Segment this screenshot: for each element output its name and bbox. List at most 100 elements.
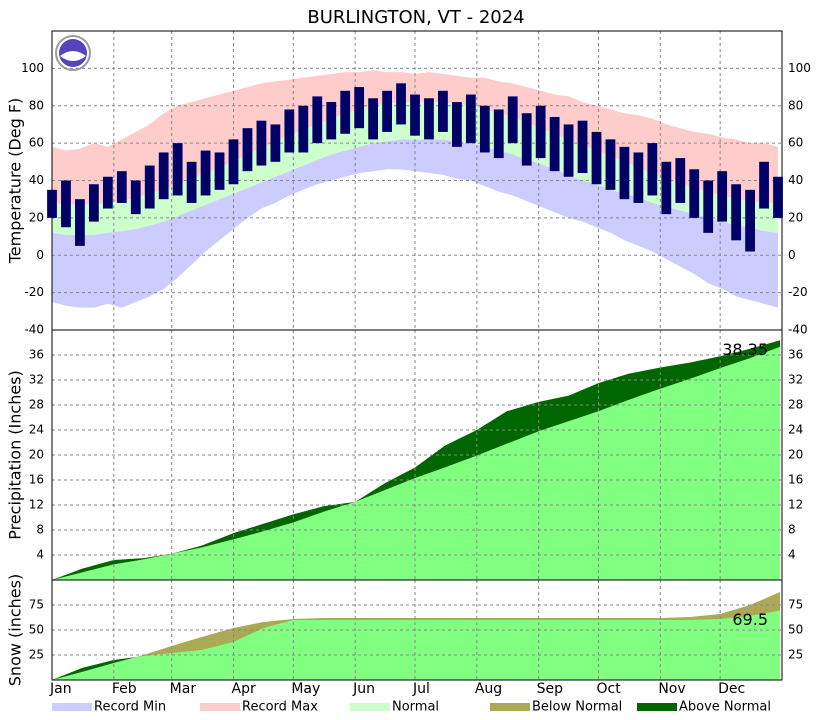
observed-range [312,96,323,144]
x-tick-label: Oct [597,681,622,697]
x-tick-label: Mar [170,681,197,697]
x-tick-label: Jan [49,681,72,697]
observed-range [424,98,434,140]
legend-swatch [52,703,92,711]
plot-frame [51,579,783,681]
observed-range [326,102,337,140]
x-tick-label: Apr [232,681,256,697]
y-tick-label: 20 [29,448,44,462]
observed-range [521,113,532,166]
observed-range [354,87,365,129]
observed-range [186,161,197,203]
observed-range [745,189,755,252]
observed-range [703,180,714,233]
y-tick-label: -20 [24,285,44,299]
y-tick-label-right: 16 [788,473,803,487]
x-tick-label: Jun [352,681,375,697]
observed-range [493,109,504,159]
observed-range [465,94,476,144]
observed-range [563,124,574,177]
y-tick-label-right: 12 [788,498,803,512]
legend-swatch [490,703,530,711]
legend-label: Record Max [242,700,318,715]
y-tick-label-right: 100 [788,61,811,75]
y-tick-label-right: 60 [788,136,803,150]
x-tick-label: Aug [475,681,502,697]
observed-range [479,105,490,153]
y-tick-label-right: 32 [788,373,803,387]
y-tick-label: 40 [29,173,44,187]
y-tick-label: 50 [29,623,44,637]
observed-range [200,150,211,196]
y-tick-label: 28 [29,398,44,412]
y-tick-label: 4 [36,548,44,562]
chart-title: BURLINGTON, VT - 2024 [307,7,524,28]
y-tick-label: 36 [29,348,44,362]
observed-range [410,94,420,136]
observed-range [577,120,588,174]
y-tick-label-right: -20 [788,285,808,299]
y-tick-label: 32 [29,373,44,387]
observed-range [452,102,462,147]
y-tick-label: 0 [36,248,44,262]
legend-swatch [200,703,240,711]
y-tick-label-right: 28 [788,398,803,412]
y-tick-label: 75 [29,598,44,612]
total-label: 69.5 [732,610,768,629]
observed-range [717,171,728,222]
observed-range [172,143,183,196]
y-tick-label-right: 50 [788,623,803,637]
observed-range [619,146,630,200]
x-tick-label: Feb [112,681,137,697]
observed-range [535,105,546,159]
observed-range [242,128,253,172]
y-tick-label: 80 [29,98,44,112]
observed-range [731,184,742,241]
observed-range [438,90,448,132]
y-tick-label-right: 20 [788,448,803,462]
observed-range [298,105,309,153]
legend-label: Normal [392,700,439,715]
observed-range [633,152,644,203]
y-tick-label: 60 [29,136,44,150]
observed-range [591,131,602,185]
y-tick-label: 100 [21,61,44,75]
y-tick-label-right: 40 [788,173,803,187]
common-area [52,610,780,680]
y-axis-label: Temperature (Deg F) [6,98,25,265]
observed-range [647,143,658,196]
x-tick-label: May [291,681,320,697]
observed-range [340,90,351,134]
observed-range [759,161,769,209]
legend-swatch [350,703,390,711]
y-tick-label: 16 [29,473,44,487]
observed-range [228,139,239,185]
observed-range [605,139,616,190]
observed-range [47,189,57,218]
y-tick-label: 20 [29,210,44,224]
observed-range [214,152,225,190]
y-tick-label-right: 8 [788,523,796,537]
observed-range [102,176,113,209]
x-tick-label: Jul [412,681,430,697]
observed-range [368,98,379,140]
legend-label: Above Normal [679,700,771,715]
observed-range [396,83,406,125]
y-tick-label-right: 4 [788,548,796,562]
observed-range [144,165,155,209]
observed-range [773,176,783,218]
legend-label: Record Min [94,700,166,715]
y-tick-label-right: 80 [788,98,803,112]
observed-range [507,96,518,144]
y-tick-label: -40 [24,323,44,337]
observed-range [661,161,672,215]
observed-range [61,180,71,228]
y-tick-label-right: 24 [788,423,803,437]
y-tick-label: 24 [29,423,44,437]
y-tick-label-right: 25 [788,648,803,662]
observed-range [270,124,281,162]
observed-range [158,152,169,200]
noaa-logo [55,35,91,71]
observed-range [88,184,99,222]
